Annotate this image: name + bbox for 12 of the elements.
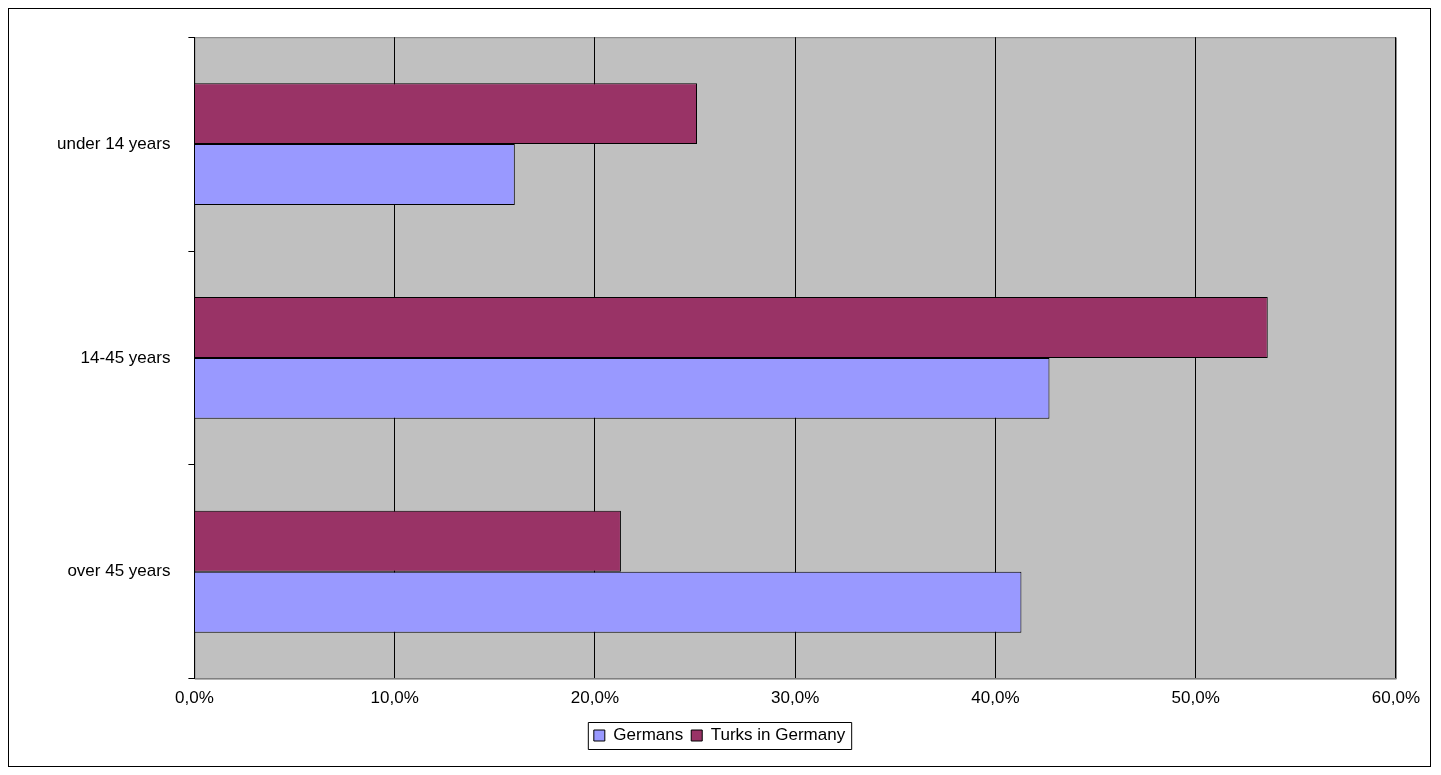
x-tick-label: 60,0%	[1371, 688, 1420, 708]
y-tick-label: 14-45 years	[80, 347, 171, 367]
x-tick-label: 20,0%	[570, 688, 619, 708]
x-tick-label: 30,0%	[771, 688, 820, 708]
x-tick-label: 0,0%	[175, 688, 214, 708]
x-tick-label: 10,0%	[370, 688, 419, 708]
x-tick-label: 50,0%	[1171, 688, 1220, 708]
y-tick-label: under 14 years	[57, 133, 171, 153]
y-tick-label: over 45 years	[67, 561, 171, 581]
legend-label: Germans	[613, 725, 684, 745]
x-tick-label: 40,0%	[971, 688, 1020, 708]
legend-label: Turks in Germany	[710, 725, 846, 745]
